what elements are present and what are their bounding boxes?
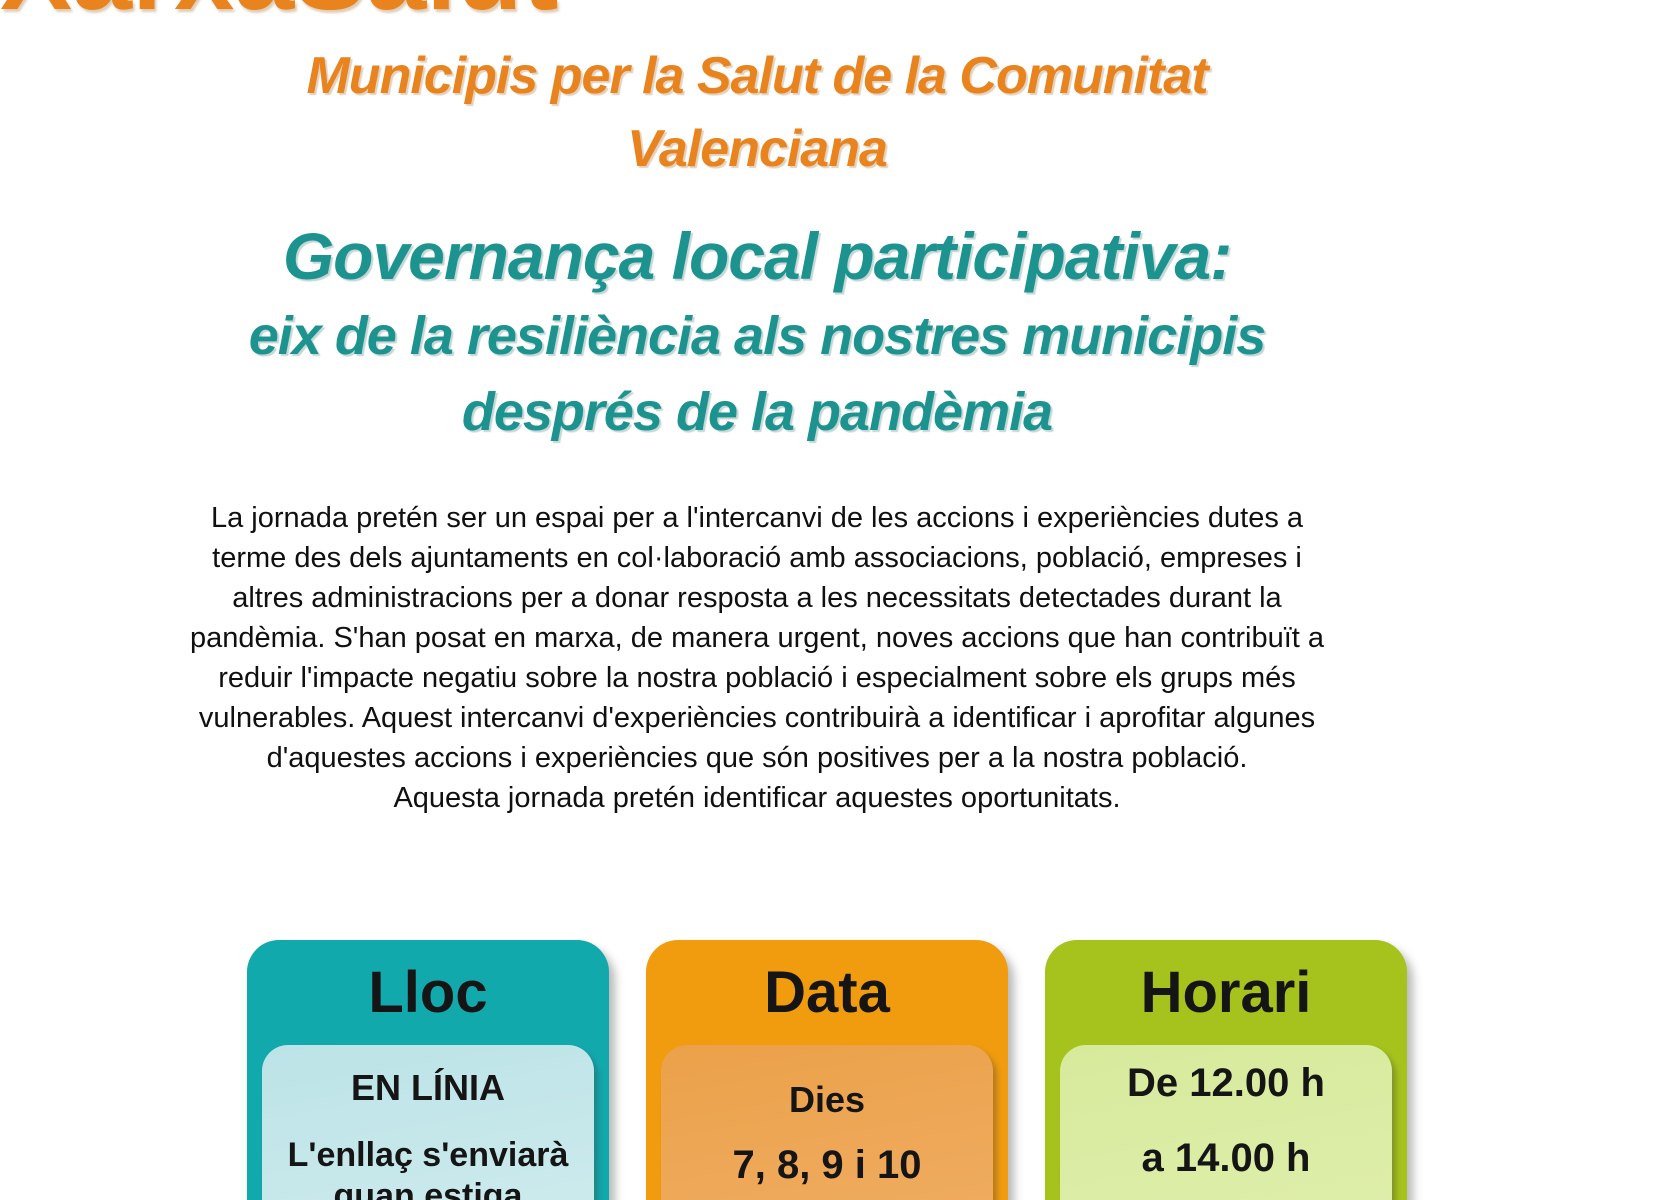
event-title-line2: eix de la resiliència als nostres munici… [248, 306, 1267, 366]
event-title-line3: després de la pandèmia [461, 382, 1053, 442]
card-lloc-title: Lloc [368, 960, 488, 1025]
intro-line: d'aquestes accions i experiències que só… [266, 742, 1248, 774]
card-horari-title: Horari [1140, 960, 1312, 1025]
intro-line: pandèmia. S'han posat en marxa, de maner… [189, 622, 1325, 654]
card-lloc-line: EN LÍNIA [350, 1067, 505, 1108]
brand-subtitle: Municipis per la Salut de la Comunitat V… [64, 0, 1450, 186]
intro-line: La jornada pretén ser un espai per a l'i… [210, 502, 1304, 534]
intro-line: terme des dels ajuntaments en col·labora… [212, 542, 1302, 574]
brand-title: XarxaSalut [0, 0, 1654, 26]
card-horari-line: a 14.00 h [1141, 1136, 1311, 1180]
intro-line: Aquesta jornada pretén identificar aques… [393, 782, 1121, 814]
card-horari: Horari De 12.00 h a 14.00 h [1045, 940, 1407, 1200]
card-horari-line: De 12.00 h [1127, 1061, 1325, 1105]
event-title-line1: Governança local participativa: [282, 219, 1232, 293]
card-lloc-line: quan estiga [333, 1177, 523, 1200]
card-lloc: Lloc EN LÍNIA L'enllaç s'enviarà quan es… [247, 940, 609, 1200]
card-lloc-body: EN LÍNIA L'enllaç s'enviarà quan estiga [262, 1045, 594, 1200]
info-cards: Lloc EN LÍNIA L'enllaç s'enviarà quan es… [0, 940, 1654, 1200]
brand-subtitle-line: Municipis per la Salut de la Comunitat [306, 47, 1208, 105]
intro-line: altres administracions per a donar respo… [232, 582, 1282, 614]
intro-line: vulnerables. Aquest intercanvi d'experiè… [198, 702, 1316, 734]
card-data-title: Data [764, 960, 890, 1025]
card-data-body: Dies 7, 8, 9 i 10 [661, 1045, 993, 1200]
brand-subtitle-line: Valenciana [627, 120, 888, 178]
event-title: Governança local participativa: eix de l… [64, 214, 1450, 450]
card-data: Data Dies 7, 8, 9 i 10 [646, 940, 1008, 1200]
card-data-line: 7, 8, 9 i 10 [732, 1143, 922, 1187]
card-horari-body: De 12.00 h a 14.00 h [1060, 1045, 1392, 1200]
intro-line: reduir l'impacte negatiu sobre la nostra… [218, 662, 1296, 694]
card-data-line: Dies [788, 1079, 866, 1120]
card-lloc-line: L'enllaç s'enviarà [287, 1136, 569, 1174]
intro-paragraph: La jornada pretén ser un espai per a l'i… [64, 498, 1450, 818]
flyer-content: Municipis per la Salut de la Comunitat V… [64, 0, 1450, 818]
